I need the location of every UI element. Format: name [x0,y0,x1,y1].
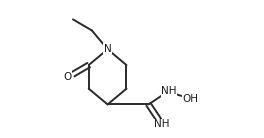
Text: O: O [63,72,72,82]
Text: N: N [104,43,111,54]
Text: NH: NH [154,119,170,129]
Text: NH: NH [161,86,177,96]
Text: OH: OH [182,94,198,104]
